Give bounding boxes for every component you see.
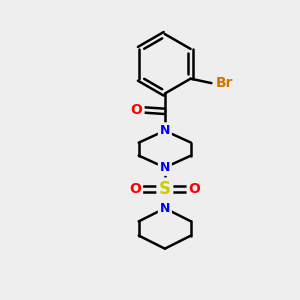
Text: N: N: [160, 161, 170, 174]
Text: N: N: [160, 202, 170, 215]
Text: O: O: [129, 182, 141, 196]
Text: S: S: [159, 180, 171, 198]
Text: O: O: [131, 103, 142, 117]
Text: N: N: [160, 124, 170, 137]
Text: Br: Br: [216, 76, 233, 90]
Text: O: O: [189, 182, 200, 196]
